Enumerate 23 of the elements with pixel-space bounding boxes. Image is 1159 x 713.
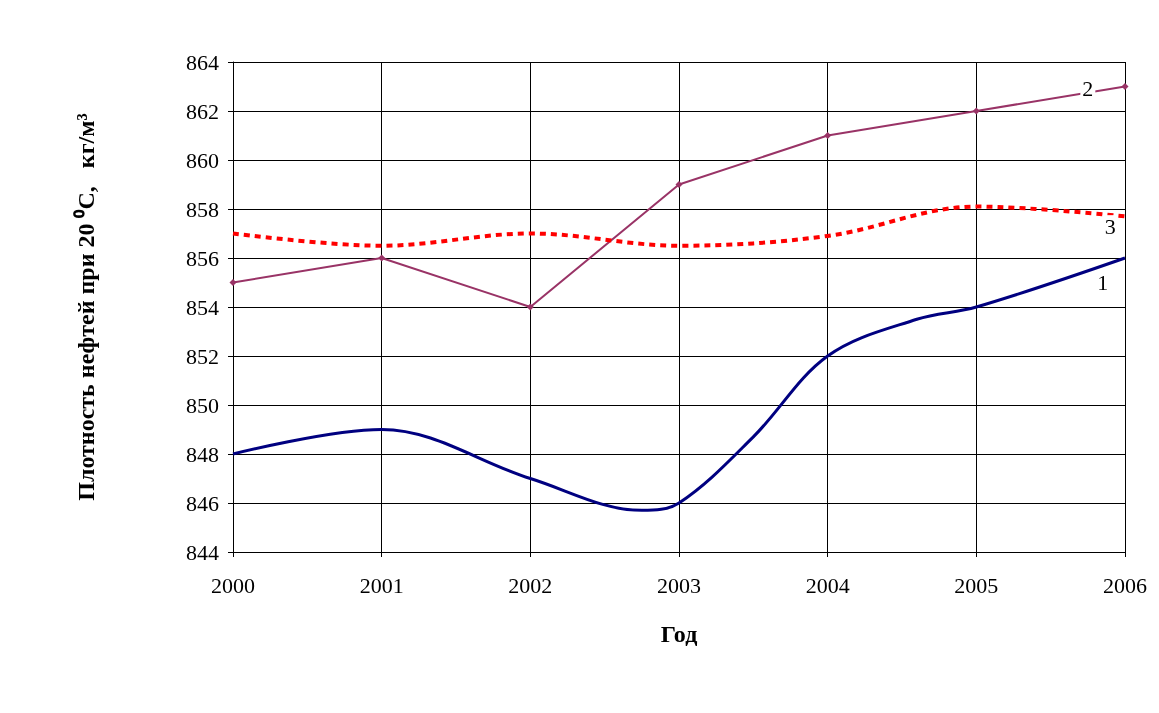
y-tick-label: 856 [186,245,219,271]
x-tick-label: 2006 [1103,572,1147,598]
y-tick-label: 860 [186,147,219,173]
x-axis-title: Год [660,621,698,647]
y-tick-label: 864 [186,49,219,75]
annotation: 3 [1104,213,1116,239]
y-tick-label: 854 [186,294,219,320]
y-tick-label: 852 [186,343,219,369]
x-tick-label: 2003 [657,572,701,598]
y-tick-label: 858 [186,196,219,222]
y-tick-label: 844 [186,539,219,565]
annotation: 1 [1097,270,1109,295]
y-tick-label: 846 [186,490,219,516]
x-tick-label: 2004 [805,572,850,598]
y-tick-label: 862 [186,98,219,124]
y-tick-label: 850 [186,392,219,418]
annotation: 2 [1082,76,1094,102]
x-tick-label: 2000 [211,572,255,598]
x-tick-label: 2001 [359,572,404,598]
x-tick-label: 2005 [954,572,999,598]
y-tick-label: 848 [186,441,219,467]
x-tick-label: 2002 [508,572,553,598]
y-axis-title: Плотность нефтей при 20 ⁰С, кг/м³ [73,113,99,501]
